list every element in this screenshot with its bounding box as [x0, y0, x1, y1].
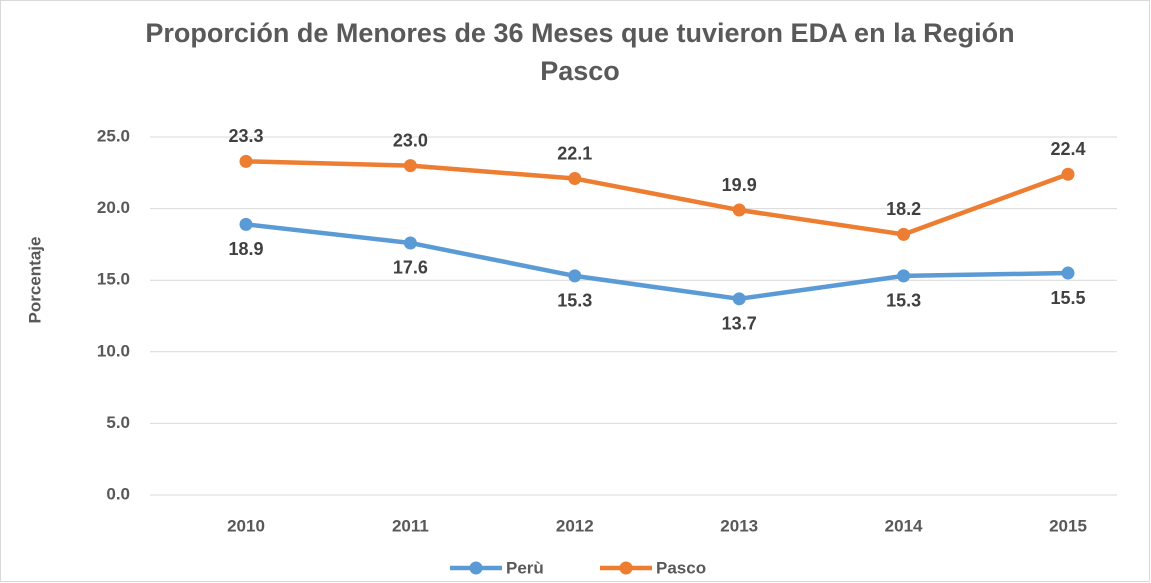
data-point — [568, 269, 582, 283]
data-point — [897, 269, 911, 283]
legend-marker — [619, 561, 633, 575]
data-label: 15.3 — [557, 291, 592, 311]
data-point — [403, 159, 417, 173]
data-label: 15.5 — [1050, 288, 1085, 308]
data-label: 23.3 — [228, 126, 263, 146]
data-label: 18.9 — [228, 239, 263, 259]
data-label: 17.6 — [393, 258, 428, 278]
data-point — [568, 172, 582, 186]
series-line — [245, 159, 1069, 237]
y-tick-label: 10.0 — [97, 341, 130, 360]
data-point — [732, 203, 746, 217]
x-tick-label: 2015 — [1049, 516, 1087, 535]
x-tick-label: 2013 — [720, 516, 758, 535]
x-tick-label: 2012 — [556, 516, 594, 535]
data-label: 22.1 — [557, 143, 592, 163]
y-tick-label: 0.0 — [106, 484, 130, 503]
x-tick-label: 2014 — [885, 516, 923, 535]
data-point — [239, 217, 253, 231]
data-label: 23.0 — [393, 130, 428, 150]
y-tick-label: 25.0 — [97, 126, 130, 145]
data-point — [1061, 266, 1075, 280]
data-label: 19.9 — [722, 175, 757, 195]
legend-marker — [469, 561, 483, 575]
data-label: 18.2 — [886, 199, 921, 219]
data-point — [403, 236, 417, 250]
x-tick-label: 2011 — [392, 516, 429, 535]
legend-label: Pasco — [656, 558, 706, 577]
y-tick-label: 15.0 — [97, 270, 130, 289]
data-point — [1061, 167, 1075, 181]
chart-title: Proporción de Menores de 36 Meses que tu… — [145, 18, 1015, 86]
data-label: 15.3 — [886, 291, 921, 311]
data-point — [897, 227, 911, 241]
y-tick-label: 5.0 — [106, 413, 130, 432]
data-point — [732, 292, 746, 306]
x-tick-label: 2010 — [227, 516, 265, 535]
data-label: 13.7 — [722, 314, 757, 334]
y-tick-label: 20.0 — [97, 198, 130, 217]
series-line — [245, 222, 1069, 302]
y-axis-label: Porcentaje — [25, 237, 44, 324]
data-label: 22.4 — [1050, 139, 1085, 159]
legend-label: Perù — [506, 558, 544, 577]
data-point — [239, 154, 253, 168]
